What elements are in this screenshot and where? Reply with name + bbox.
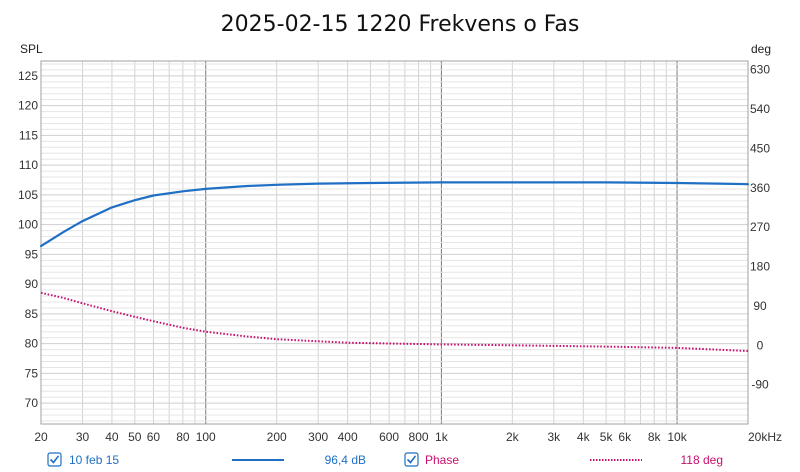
x-tick-label: 600 [379,430,399,444]
x-tick-label: 30 [76,430,90,444]
y-right-tick-label: 180 [750,260,770,274]
series-1-readout: 96,4 dB [325,453,366,467]
x-tick-label: 40 [105,430,119,444]
grid [41,61,748,424]
y-left-axis-label: SPL [20,42,43,56]
x-tick-label: 20 [34,430,48,444]
y-left-tick-label: 75 [25,366,39,380]
y-right-tick-labels: -90 0 90 180 270 360 450 540 630 [750,63,770,392]
series-lines [39,181,750,352]
y-right-tick-label: 0 [757,338,764,352]
series-2-readout: 118 deg [681,453,724,467]
x-tick-label: 60 [147,430,161,444]
series-1-check-icon [49,455,60,464]
x-tick-label: 80 [176,430,190,444]
x-tick-labels: 20 30 40 50 60 80 100 200 300 400 600 800 1k 2k 3k 4k 5k… [34,430,782,444]
chart-title: 2025-02-15 1220 Frekvens o Fas [221,12,580,37]
x-tick-label: 50 [128,430,142,444]
plot-area-frame [40,60,749,425]
y-left-tick-label: 105 [18,188,38,202]
y-left-tick-labels: 70 75 80 85 90 95 100 105 110 115 120 125 [18,69,38,410]
y-left-tick-label: 100 [18,218,38,232]
y-left-tick-label: 85 [25,307,39,321]
series-1-name: 10 feb 15 [69,453,119,467]
x-tick-label: 400 [338,430,358,444]
y-right-tick-label: 270 [750,220,770,234]
y-right-tick-label: -90 [751,378,769,392]
y-right-tick-label: 360 [750,181,770,195]
series-2-name: Phase [425,453,459,467]
legend-item-series-1[interactable]: 10 feb 15 96,4 dB [47,452,366,467]
x-tick-label: 6k [618,430,632,444]
legend: 10 feb 15 96,4 dB Phase 118 deg [47,452,724,467]
y-right-tick-label: 540 [750,102,770,116]
x-tick-label: 8k [648,430,662,444]
x-tick-label: 100 [196,430,216,444]
y-left-tick-label: 80 [25,337,39,351]
x-tick-label: 200 [267,430,287,444]
y-left-tick-label: 90 [25,277,39,291]
y-right-axis-label: deg [751,42,771,56]
x-tick-label: 4k [577,430,591,444]
series-2-checkbox[interactable] [404,452,419,467]
legend-item-series-2[interactable]: Phase 118 deg [404,452,724,467]
x-tick-label: 2k [506,430,520,444]
y-left-tick-label: 120 [18,99,38,113]
series-2-check-icon [406,455,417,464]
y-right-tick-label: 90 [753,299,767,313]
x-tick-label: 1k [435,430,449,444]
x-tick-label: 300 [308,430,328,444]
y-left-tick-label: 95 [25,247,39,261]
y-left-tick-label: 110 [19,158,38,172]
y-right-tick-label: 450 [750,141,770,155]
x-tick-label: 5k [600,430,614,444]
series-1-checkbox[interactable] [47,452,62,467]
y-left-tick-label: 115 [19,128,38,142]
x-tick-label: 20kHz [748,430,782,444]
x-tick-label: 800 [409,430,429,444]
y-left-tick-label: 70 [25,396,39,410]
x-tick-label: 10k [667,430,687,444]
series-1-line [39,181,750,248]
y-right-tick-label: 630 [750,63,770,77]
y-left-tick-label: 125 [18,69,38,83]
x-tick-label: 3k [547,430,561,444]
